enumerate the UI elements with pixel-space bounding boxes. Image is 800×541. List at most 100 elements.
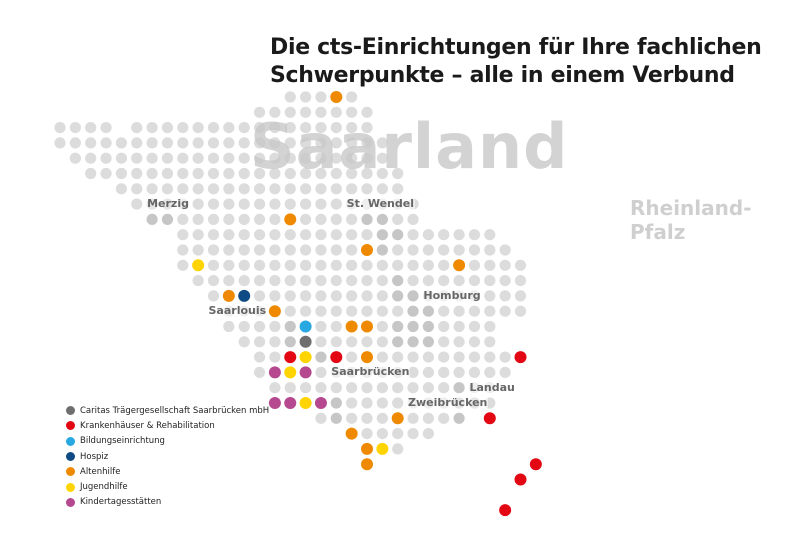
grid-dot bbox=[284, 244, 296, 256]
facility-marker-jugendhilfe[interactable] bbox=[192, 259, 205, 272]
grid-dot bbox=[392, 244, 404, 256]
facility-marker-krankenhaus[interactable] bbox=[499, 504, 512, 517]
grid-dot bbox=[238, 336, 250, 348]
facility-marker-kita[interactable] bbox=[268, 397, 281, 409]
facility-marker-caritas[interactable] bbox=[299, 335, 312, 348]
grid-dot bbox=[514, 259, 527, 271]
legend-item: Altenhilfe bbox=[66, 464, 269, 479]
grid-dot bbox=[192, 229, 204, 241]
grid-dot bbox=[361, 275, 373, 287]
grid-dot bbox=[468, 351, 481, 363]
facility-marker-altenhilfe[interactable] bbox=[284, 213, 297, 226]
facility-marker-altenhilfe[interactable] bbox=[268, 305, 281, 318]
grid-dot bbox=[146, 167, 158, 180]
facility-marker-kita[interactable] bbox=[268, 366, 281, 379]
facility-marker-krankenhaus[interactable] bbox=[514, 351, 527, 364]
grid-dot bbox=[223, 275, 235, 287]
grid-dot bbox=[207, 229, 220, 241]
facility-marker-krankenhaus[interactable] bbox=[483, 412, 496, 425]
grid-dot bbox=[253, 366, 266, 378]
grid-dot bbox=[269, 122, 281, 134]
grid-dot bbox=[453, 244, 465, 256]
city-label: Homburg bbox=[422, 288, 482, 302]
facility-marker-altenhilfe[interactable] bbox=[361, 458, 373, 471]
legend-dot-icon bbox=[66, 421, 75, 431]
grid-dot bbox=[361, 106, 373, 118]
facility-marker-altenhilfe[interactable] bbox=[453, 259, 466, 272]
grid-dot bbox=[238, 320, 250, 333]
grid-dot bbox=[330, 167, 342, 180]
facility-marker-jugendhilfe[interactable] bbox=[376, 442, 389, 455]
grid-dot bbox=[192, 275, 204, 287]
grid-dot bbox=[269, 351, 281, 363]
facility-marker-krankenhaus[interactable] bbox=[529, 458, 542, 471]
grid-dot bbox=[438, 275, 450, 287]
grid-dot bbox=[284, 336, 296, 348]
grid-dot bbox=[407, 244, 419, 256]
facility-marker-jugendhilfe[interactable] bbox=[299, 397, 312, 409]
grid-dot bbox=[253, 183, 266, 195]
grid-dot bbox=[192, 198, 204, 210]
grid-dot bbox=[315, 229, 327, 241]
grid-dot bbox=[315, 106, 327, 118]
grid-dot bbox=[453, 305, 465, 317]
facility-marker-altenhilfe[interactable] bbox=[345, 320, 358, 333]
map-title-line2: Schwerpunkte – alle in einem Verbund bbox=[270, 63, 735, 88]
facility-marker-krankenhaus[interactable] bbox=[330, 351, 343, 364]
grid-dot bbox=[392, 397, 404, 409]
grid-dot bbox=[392, 351, 404, 363]
grid-dot bbox=[330, 198, 342, 210]
facility-marker-hospiz[interactable] bbox=[238, 289, 251, 302]
grid-dot bbox=[85, 152, 97, 164]
facility-marker-kita[interactable] bbox=[299, 366, 312, 379]
facility-marker-altenhilfe[interactable] bbox=[361, 351, 373, 364]
grid-dot bbox=[131, 167, 143, 180]
grid-dot bbox=[207, 259, 220, 271]
grid-dot bbox=[284, 152, 296, 164]
facility-marker-kita[interactable] bbox=[284, 397, 297, 409]
facility-marker-jugendhilfe[interactable] bbox=[299, 351, 312, 364]
city-label: Zweibrücken bbox=[407, 396, 489, 409]
facility-marker-krankenhaus[interactable] bbox=[284, 351, 297, 364]
grid-dot bbox=[330, 275, 342, 287]
facility-marker-jugendhilfe[interactable] bbox=[284, 366, 297, 379]
grid-dot bbox=[376, 213, 388, 225]
facility-marker-altenhilfe[interactable] bbox=[222, 289, 235, 302]
grid-dot bbox=[284, 275, 296, 287]
grid-dot bbox=[407, 229, 419, 241]
map-title: Die cts-Einrichtungen für Ihre fachliche… bbox=[270, 34, 762, 90]
facility-marker-kita[interactable] bbox=[314, 397, 327, 409]
grid-dot bbox=[361, 336, 373, 348]
facility-marker-bildung[interactable] bbox=[299, 320, 312, 333]
grid-dot bbox=[346, 152, 358, 164]
grid-dot bbox=[346, 336, 358, 348]
grid-dot bbox=[315, 152, 327, 164]
facility-marker-altenhilfe[interactable] bbox=[361, 244, 373, 256]
grid-dot bbox=[161, 183, 174, 195]
grid-dot bbox=[223, 122, 235, 134]
grid-dot bbox=[161, 152, 174, 164]
grid-dot bbox=[315, 366, 327, 378]
grid-dot bbox=[361, 122, 373, 134]
grid-dot bbox=[346, 351, 358, 363]
grid-dot bbox=[207, 290, 220, 302]
grid-dot bbox=[207, 213, 220, 225]
facility-marker-altenhilfe[interactable] bbox=[391, 412, 404, 425]
grid-dot bbox=[315, 336, 327, 348]
grid-dot bbox=[361, 167, 373, 180]
grid-dot bbox=[315, 213, 327, 225]
grid-dot bbox=[315, 412, 327, 424]
facility-marker-altenhilfe[interactable] bbox=[361, 320, 373, 333]
grid-dot bbox=[438, 336, 450, 348]
grid-dot bbox=[392, 382, 404, 394]
facility-marker-altenhilfe[interactable] bbox=[345, 427, 358, 440]
facility-marker-altenhilfe[interactable] bbox=[330, 91, 343, 103]
grid-dot bbox=[376, 229, 388, 241]
facility-marker-altenhilfe[interactable] bbox=[361, 442, 373, 455]
facility-marker-krankenhaus[interactable] bbox=[514, 473, 527, 486]
grid-dot bbox=[85, 137, 97, 149]
grid-dot bbox=[392, 183, 404, 195]
region-label-saarland: Saarland bbox=[250, 110, 569, 183]
grid-dot bbox=[407, 259, 419, 271]
grid-dot bbox=[361, 397, 373, 409]
